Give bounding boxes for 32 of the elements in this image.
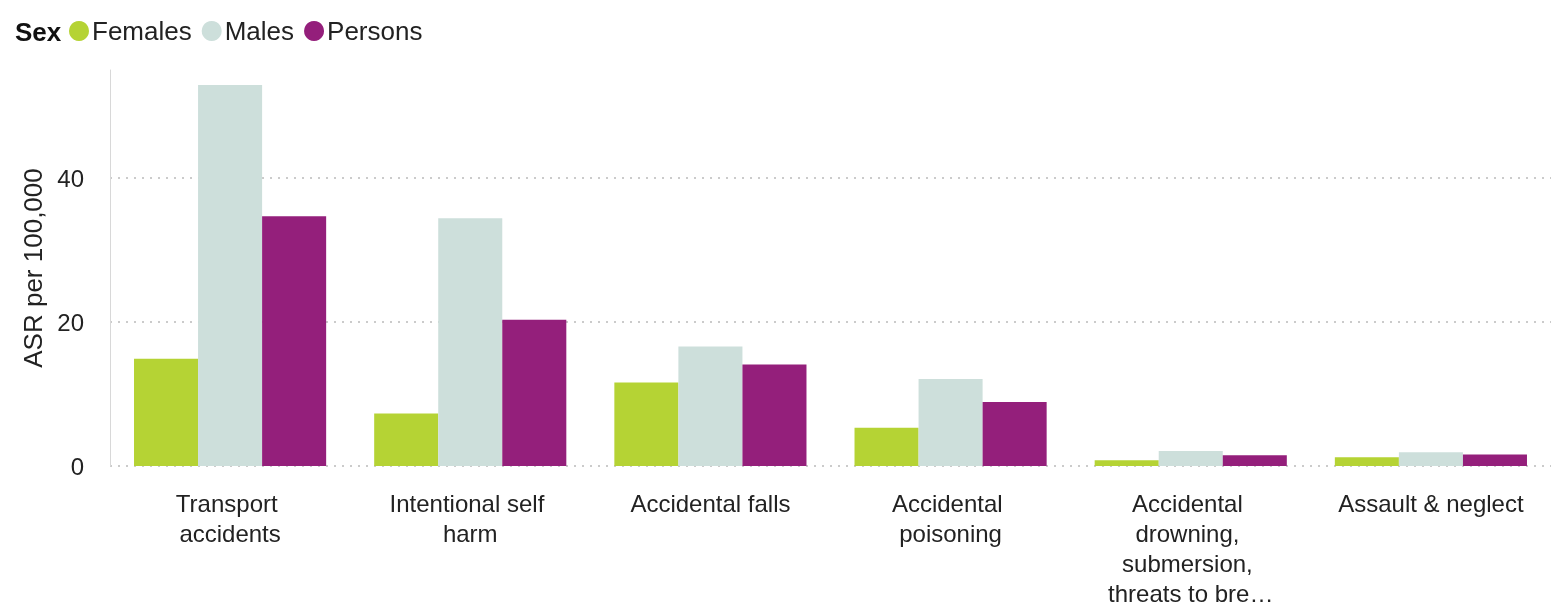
- bar: [502, 319, 567, 466]
- legend-label: Persons: [327, 16, 423, 46]
- bar: [1462, 454, 1527, 466]
- bar: [1398, 452, 1463, 466]
- y-axis-title: ASR per 100,000: [18, 168, 49, 368]
- bar: [262, 216, 327, 466]
- bar: [1094, 460, 1159, 466]
- y-tick-label: 20: [57, 308, 84, 336]
- bar: [1222, 455, 1287, 466]
- bar: [134, 358, 199, 466]
- x-tick-label: Intentional self harm: [389, 489, 551, 547]
- bar: [614, 382, 679, 466]
- bar: [374, 413, 439, 466]
- bar: [854, 427, 919, 466]
- bar: [438, 218, 503, 466]
- x-tick-label: Accidental falls: [630, 489, 791, 517]
- bar: [982, 401, 1047, 466]
- legend-label: Females: [92, 16, 192, 46]
- x-tick-label: Assault & neglect: [1338, 489, 1524, 517]
- legend-title: Sex: [15, 17, 62, 47]
- bar: [1334, 457, 1399, 466]
- y-tick-label: 0: [70, 452, 84, 480]
- bar: [198, 85, 263, 466]
- legend-label: Males: [224, 16, 295, 46]
- x-tick-label: Accidental poisoning: [891, 489, 1010, 547]
- bar: [742, 364, 807, 466]
- bar: [1158, 450, 1223, 466]
- x-tick-label: Accidental drowning, submersion, threats to bre…: [1108, 489, 1274, 607]
- x-tick-label: Transport accidents: [175, 489, 285, 547]
- bar: [678, 346, 743, 466]
- y-tick-label: 40: [57, 164, 84, 192]
- bar: [918, 378, 983, 466]
